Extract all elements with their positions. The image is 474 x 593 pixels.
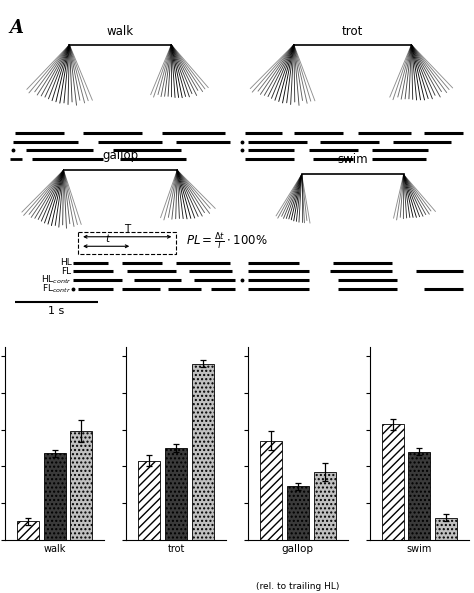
Bar xyxy=(314,472,336,540)
Text: A: A xyxy=(9,19,24,37)
Bar xyxy=(17,521,39,540)
Text: swim: swim xyxy=(337,153,368,166)
Bar xyxy=(260,441,282,540)
Bar xyxy=(165,448,187,540)
Text: 1 s: 1 s xyxy=(47,306,64,316)
Text: $PL = \frac{\Delta t}{T} \cdot 100\%$: $PL = \frac{\Delta t}{T} \cdot 100\%$ xyxy=(186,230,268,252)
Bar xyxy=(44,454,65,540)
Bar xyxy=(435,518,457,540)
Text: HL: HL xyxy=(60,258,72,267)
Bar xyxy=(409,452,430,540)
Bar xyxy=(71,432,92,540)
Bar xyxy=(192,364,214,540)
Text: trot: trot xyxy=(342,25,364,38)
Text: T: T xyxy=(124,224,130,234)
Bar xyxy=(382,424,403,540)
Text: HL$_{contr}$: HL$_{contr}$ xyxy=(41,274,72,286)
Text: walk: walk xyxy=(107,25,134,38)
Bar xyxy=(138,461,160,540)
Text: FL: FL xyxy=(61,267,72,276)
Text: (rel. to trailing HL): (rel. to trailing HL) xyxy=(256,582,339,591)
Text: t: t xyxy=(106,234,109,244)
Text: gallop: gallop xyxy=(102,148,138,161)
Text: FL$_{contr}$: FL$_{contr}$ xyxy=(42,282,72,295)
Bar xyxy=(287,486,309,540)
